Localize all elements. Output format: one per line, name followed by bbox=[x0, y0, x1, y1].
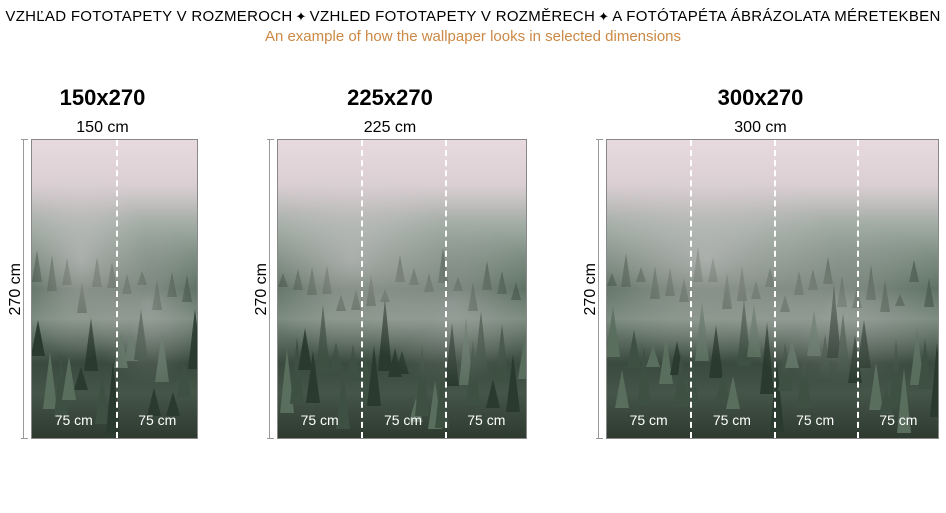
header-cz: VZHLED FOTOTAPETY V ROZMĚRECH bbox=[310, 8, 595, 25]
sparkle-icon: ✦ bbox=[598, 9, 609, 25]
sparkle-icon: ✦ bbox=[295, 9, 306, 25]
panel-title: 150x270 bbox=[60, 85, 146, 111]
header-subtitle: An example of how the wallpaper looks in… bbox=[0, 28, 946, 45]
strip-width-label: 75 cm bbox=[384, 412, 422, 428]
size-panel: 225x270 225 cm 270 cm 75 cm75 cm75 cm bbox=[253, 85, 527, 439]
strip-width-label: 75 cm bbox=[796, 412, 834, 428]
strip-width-label: 75 cm bbox=[138, 412, 176, 428]
strip-divider bbox=[445, 140, 447, 438]
strip-divider bbox=[857, 140, 859, 438]
size-panel: 300x270 300 cm 270 cm 75 cm75 cm75 cm75 … bbox=[582, 85, 939, 439]
panel-title: 225x270 bbox=[347, 85, 433, 111]
wallpaper-preview: 75 cm 75 cm 75 cm 75 cm bbox=[606, 139, 939, 439]
panel-width-label: 150 cm bbox=[76, 119, 128, 137]
panel-title: 300x270 bbox=[718, 85, 804, 111]
header-hu: A FOTÓTAPÉTA ÁBRÁZOLATA MÉRETEKBEN bbox=[612, 8, 940, 25]
wallpaper-preview: 75 cm 75 cm bbox=[31, 139, 198, 439]
size-panel: 150x270 150 cm 270 cm 75 cm75 cm bbox=[7, 85, 198, 439]
strip-width-label: 75 cm bbox=[630, 412, 668, 428]
panel-width-label: 300 cm bbox=[734, 119, 786, 137]
strip-width-label: 75 cm bbox=[301, 412, 339, 428]
strip-width-label: 75 cm bbox=[713, 412, 751, 428]
strip-divider bbox=[116, 140, 118, 438]
height-guide bbox=[23, 139, 24, 439]
strip-width-label: 75 cm bbox=[55, 412, 93, 428]
panels-container: 150x270 150 cm 270 cm 75 cm75 cm 225x270… bbox=[0, 85, 946, 439]
panel-width-label: 225 cm bbox=[364, 119, 416, 137]
strip-width-label: 75 cm bbox=[467, 412, 505, 428]
header-sk: VZHĽAD FOTOTAPETY V ROZMEROCH bbox=[5, 8, 292, 25]
wallpaper-preview: 75 cm 75 cm 75 cm bbox=[277, 139, 527, 439]
header-multilang: VZHĽAD FOTOTAPETY V ROZMEROCH ✦ VZHLED F… bbox=[0, 8, 946, 25]
strip-divider bbox=[690, 140, 692, 438]
strip-width-label: 75 cm bbox=[879, 412, 917, 428]
strip-divider bbox=[361, 140, 363, 438]
height-guide bbox=[598, 139, 599, 439]
height-guide bbox=[269, 139, 270, 439]
strip-divider bbox=[774, 140, 776, 438]
